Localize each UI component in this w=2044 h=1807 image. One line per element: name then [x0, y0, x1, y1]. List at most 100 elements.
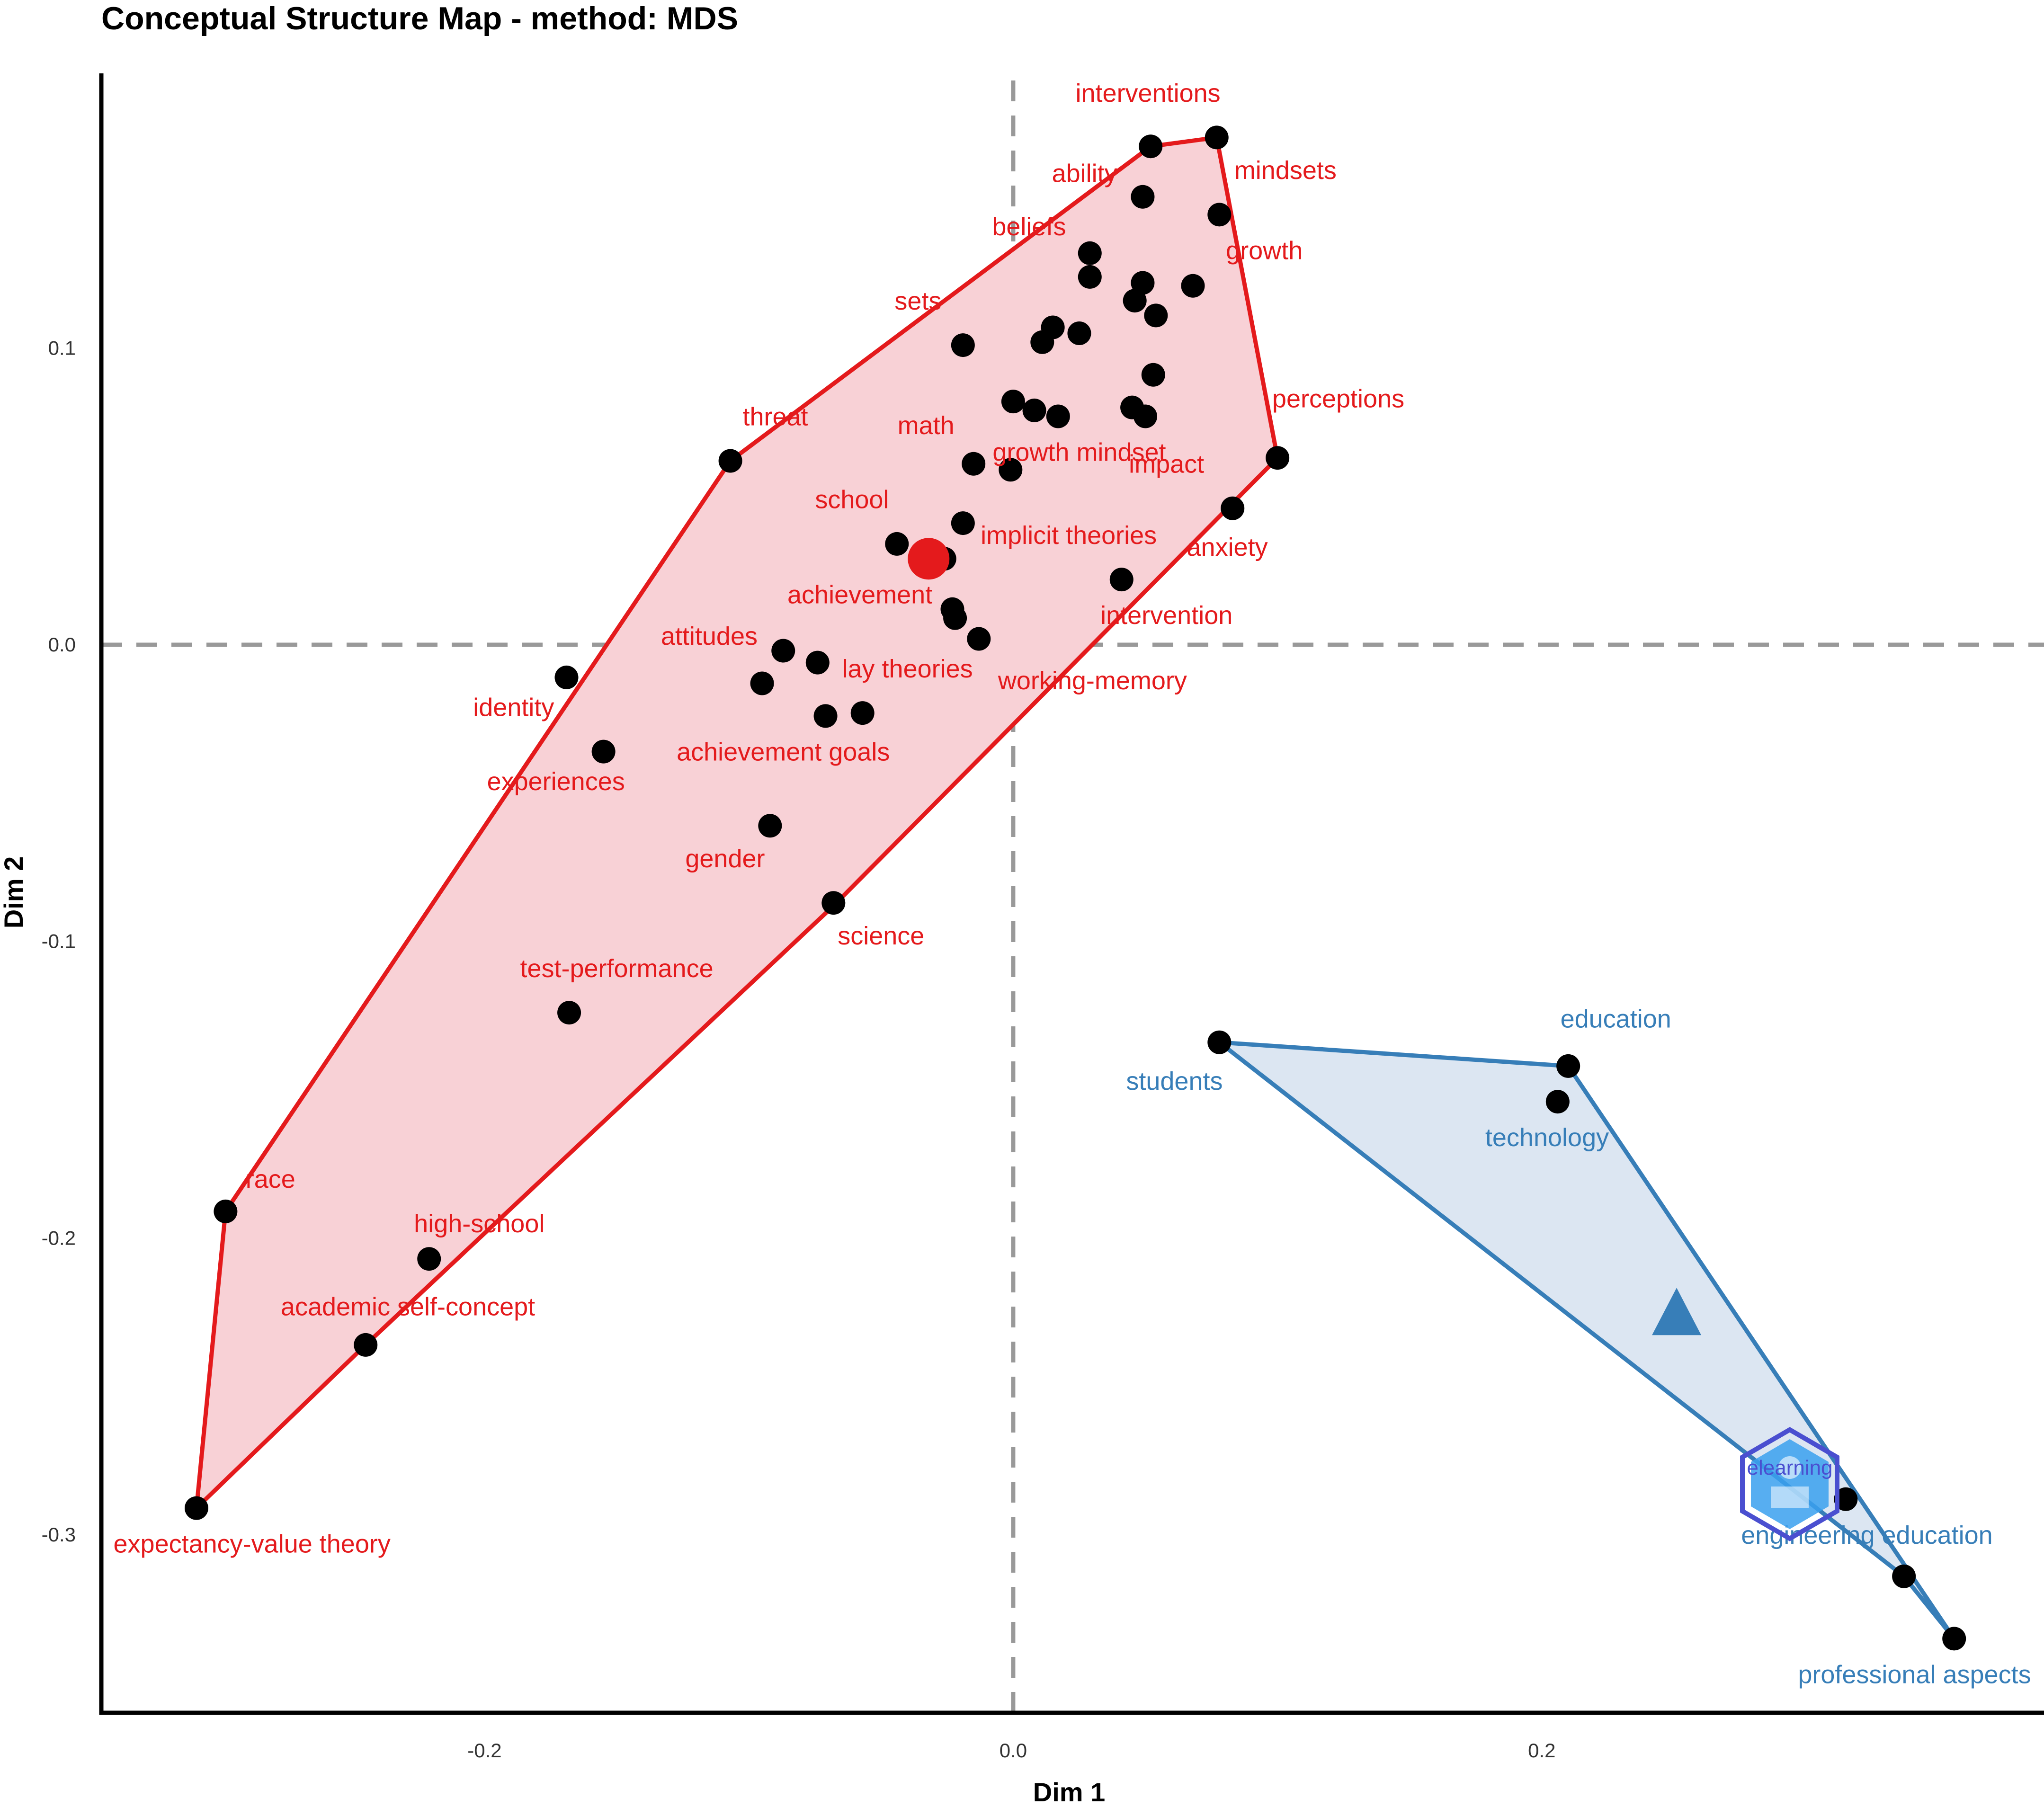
y-tick-label: -0.3	[42, 1523, 76, 1546]
y-axis-title: Dim 2	[0, 856, 28, 929]
point-1-36	[813, 704, 838, 728]
point-label: students	[1126, 1067, 1223, 1095]
cluster-centroid-2	[1652, 1288, 1702, 1335]
y-tick-label: -0.2	[42, 1227, 76, 1249]
point-1-32	[771, 639, 795, 663]
point-label: ability	[1052, 159, 1117, 187]
point-label: mindsets	[1234, 156, 1337, 185]
point-label: beliefs	[992, 213, 1066, 241]
point-label: technology	[1485, 1123, 1609, 1152]
point-1-20	[1266, 446, 1290, 470]
point-1-24	[1221, 496, 1245, 520]
point-2-4	[1892, 1564, 1916, 1588]
point-1-19	[1134, 404, 1158, 428]
point-label: achievement goals	[677, 738, 890, 766]
point-label: education	[1561, 1005, 1671, 1033]
point-2-5	[1942, 1627, 1966, 1651]
point-label: science	[838, 922, 924, 950]
point-1-22	[962, 452, 986, 476]
point-label: math	[898, 411, 955, 440]
point-1-43	[214, 1199, 238, 1223]
point-1-33	[805, 650, 830, 675]
point-label: expectancy-value theory	[114, 1530, 391, 1558]
point-1-7	[1131, 271, 1155, 295]
point-1-9	[1144, 303, 1168, 328]
chart-title: Conceptual Structure Map - method: MDS	[101, 0, 738, 36]
y-tick-label: -0.1	[42, 930, 76, 952]
point-1-21	[718, 449, 742, 473]
point-labels: interventions ability mindsets beliefs growt…	[114, 79, 2031, 1689]
point-1-2	[1131, 185, 1155, 209]
point-1-11	[1067, 321, 1091, 345]
x-tick-label: 0.2	[1528, 1739, 1555, 1762]
point-1-1	[1205, 125, 1229, 150]
point-1-23	[999, 458, 1023, 482]
axes: -0.2 0.0 0.2 -0.3 -0.2 -0.1 0.0 0.1	[42, 73, 2044, 1762]
point-label: implicit theories	[981, 521, 1157, 550]
point-2-2	[1545, 1090, 1570, 1114]
point-label: impact	[1129, 450, 1204, 479]
point-1-44	[417, 1247, 441, 1271]
point-1-12	[1030, 330, 1054, 354]
point-1-25	[951, 511, 975, 535]
point-2-0	[1207, 1030, 1232, 1054]
cluster-centroids	[908, 538, 1702, 1335]
point-1-16	[1022, 398, 1046, 422]
point-1-38	[591, 739, 616, 764]
point-1-28	[1109, 568, 1134, 592]
point-1-4	[1078, 241, 1102, 265]
point-label: growth mindset	[992, 438, 1166, 466]
point-label: experiences	[487, 767, 625, 796]
cluster-hulls	[194, 135, 1956, 1641]
data-points	[184, 125, 1966, 1651]
y-tick-label: 0.1	[48, 337, 76, 359]
point-2-3	[1834, 1487, 1858, 1511]
x-tick-label: -0.2	[467, 1739, 501, 1762]
point-label: academic self-concept	[281, 1292, 535, 1321]
point-label: engineering education	[1741, 1521, 1992, 1549]
x-tick-label: 0.0	[1000, 1739, 1027, 1762]
point-2-1	[1556, 1054, 1580, 1078]
point-label: attitudes	[661, 622, 758, 650]
reference-lines	[101, 80, 2044, 1713]
x-axis-title: Dim 1	[1033, 1777, 1106, 1807]
point-1-5	[1078, 265, 1102, 289]
point-1-35	[554, 665, 579, 689]
point-1-34	[750, 671, 774, 695]
point-1-15	[1001, 390, 1025, 414]
point-label: test-performance	[520, 954, 713, 983]
point-label: sets	[894, 287, 941, 315]
point-label: threat	[742, 402, 808, 431]
point-label: achievement	[787, 580, 932, 609]
point-1-6	[1181, 274, 1205, 298]
point-label: school	[815, 486, 889, 514]
point-label: lay theories	[842, 655, 973, 683]
point-1-13	[951, 333, 975, 357]
point-1-42	[557, 1001, 581, 1025]
hexagon-watermark-icon: elearning	[1740, 1427, 1839, 1541]
point-label: working-memory	[998, 667, 1187, 695]
point-label: growth	[1226, 236, 1303, 265]
cluster-centroid-1	[908, 538, 950, 580]
watermark-text: elearning	[1747, 1456, 1832, 1479]
point-label: high-school	[414, 1210, 544, 1238]
point-1-41	[821, 891, 846, 915]
point-label: interventions	[1076, 79, 1221, 107]
point-1-46	[184, 1496, 208, 1520]
point-label: intervention	[1100, 601, 1232, 630]
point-1-45	[354, 1333, 378, 1357]
point-label: perceptions	[1272, 385, 1404, 413]
y-tick-label: 0.0	[48, 633, 76, 656]
point-1-0	[1139, 134, 1163, 159]
point-label: gender	[685, 845, 765, 873]
point-1-8	[1123, 289, 1147, 313]
point-1-26	[885, 532, 909, 556]
point-1-31	[967, 627, 991, 651]
point-1-30	[943, 606, 967, 630]
point-1-37	[850, 701, 875, 725]
point-1-40	[758, 814, 782, 838]
point-1-3	[1207, 203, 1232, 227]
point-label: identity	[473, 693, 554, 721]
point-1-14	[1141, 363, 1165, 387]
